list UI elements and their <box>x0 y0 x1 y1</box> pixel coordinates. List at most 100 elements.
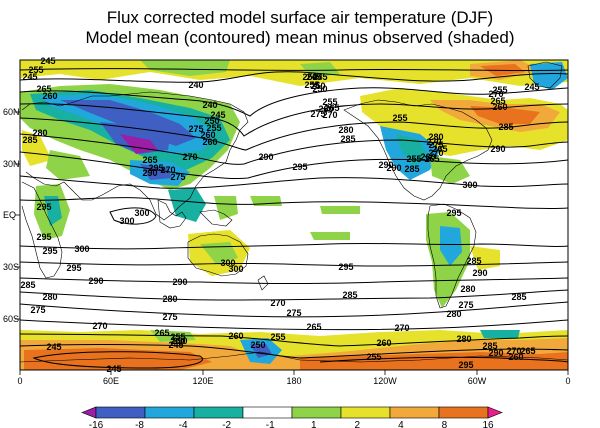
contour-value-label: 255 <box>28 65 43 75</box>
colorbar-swatch <box>193 406 244 419</box>
contour-value-label: 280 <box>446 309 461 319</box>
contour-value-label: 285 <box>466 256 481 266</box>
contour-value-label: 270 <box>182 152 197 162</box>
contour-value-label: 255 <box>492 85 507 95</box>
colorbar-swatch <box>81 406 97 419</box>
contour-value-label: 280 <box>338 125 353 135</box>
contour-value-label: 255 <box>392 113 407 123</box>
contour-value-label: 285 <box>511 292 526 302</box>
contour-value-label: 295 <box>338 262 353 272</box>
contour-value-label: 285 <box>22 135 37 145</box>
contour-value-label: 255 <box>170 332 185 342</box>
contour-value-label: 250 <box>302 72 317 82</box>
colorbar-label: -2 <box>222 420 231 428</box>
contour-value-label: 265 <box>520 346 535 356</box>
contour-value-label: 280 <box>162 294 177 304</box>
contour-value-label: 300 <box>134 208 149 218</box>
contour-value-label: 255 <box>366 352 381 362</box>
contour-value-label: 245 <box>46 342 61 352</box>
contour-value-label: 260 <box>170 336 185 346</box>
contour-value-label: 275 <box>286 308 301 318</box>
contour-value-label: 275 <box>162 312 177 322</box>
contour-value-label: 265 <box>490 96 505 106</box>
colorbar-swatch <box>438 406 489 419</box>
contour-value-label: 295 <box>36 232 51 242</box>
y-tick-label: 60S <box>3 314 19 324</box>
contour-value-label: 265 <box>432 144 447 154</box>
contour-value-label: 290 <box>490 144 505 154</box>
contour-value-label: 280 <box>32 128 47 138</box>
contour-value-label: 250 <box>310 81 325 91</box>
colorbar-label: 1 <box>311 420 317 428</box>
contour-value-label: 245 <box>210 110 225 120</box>
colorbar-swatch <box>144 406 195 419</box>
contour-value-label: 290 <box>386 163 401 173</box>
contour-value-label: 255 <box>322 97 337 107</box>
contour-value-label: 280 <box>42 292 57 302</box>
contour-value-label: 290 <box>172 277 187 287</box>
colorbar-label: 2 <box>355 420 361 428</box>
contour-value-label: 300 <box>74 244 89 254</box>
contour-value-label: 270 <box>394 323 409 333</box>
contour-value-label: 270 <box>270 298 285 308</box>
contour-value-label: 300 <box>228 264 243 274</box>
contour-value-label: 285 <box>404 164 419 174</box>
colorbar-label: 8 <box>442 420 448 428</box>
contour-value-label: 300 <box>462 180 477 190</box>
contour-value-label: 280 <box>460 284 475 294</box>
contour-value-label: 240 <box>202 100 217 110</box>
contour-value-label: 245 <box>106 364 121 374</box>
colorbar-label: 4 <box>398 420 404 428</box>
contour-value-label: 275 <box>170 172 185 182</box>
contour-value-label: 275 <box>428 140 443 150</box>
x-tick-label: 0 <box>17 376 22 386</box>
contour-value-label: 285 <box>498 122 513 132</box>
contour-value-label: 290 <box>88 276 103 286</box>
contour-value-label: 270 <box>160 165 175 175</box>
contour-value-label: 265 <box>306 322 321 332</box>
contour-value-label: 295 <box>446 208 461 218</box>
contour-value-label: 255 <box>406 154 421 164</box>
contour-value-label: 290 <box>472 268 487 278</box>
contour-value-label: 295 <box>292 162 307 172</box>
contour-value-label: 275 <box>458 300 473 310</box>
x-tick-label: 60W <box>468 376 487 386</box>
x-axis-ticks <box>19 370 569 375</box>
colorbar-swatch <box>291 406 342 419</box>
contour-value-label: 250 <box>172 336 187 346</box>
contour-value-label: 260 <box>228 331 243 341</box>
contour-value-label: 280 <box>456 334 471 344</box>
contour-value-label: 295 <box>42 246 57 256</box>
contour-value-label: 300 <box>119 216 134 226</box>
contour-value-label: 265 <box>142 155 157 165</box>
x-tick-label: 120W <box>373 376 397 386</box>
temperature-contours <box>20 68 568 369</box>
contour-value-label: 295 <box>36 202 51 212</box>
contour-value-label: 255 <box>206 123 221 133</box>
colorbar-label: 16 <box>482 420 494 428</box>
colorbar-swatch <box>242 406 293 419</box>
contour-value-label: 290 <box>142 168 157 178</box>
contour-value-label: 285 <box>340 134 355 144</box>
shaded-anomaly-layer <box>20 60 568 370</box>
contour-value-label: 245 <box>306 72 321 82</box>
contour-value-label: 290 <box>378 160 393 170</box>
contour-value-label: 260 <box>492 102 507 112</box>
contour-value-label: 260 <box>420 152 435 162</box>
contour-value-label: 265 <box>424 154 439 164</box>
contour-value-label: 285 <box>20 280 35 290</box>
x-tick-label: 120E <box>192 376 213 386</box>
contour-value-label: 270 <box>92 321 107 331</box>
contour-value-label: 250 <box>312 84 327 94</box>
colorbar-label: -8 <box>135 420 144 428</box>
contour-value-label: 295 <box>66 263 81 273</box>
colorbar-label: -1 <box>266 420 275 428</box>
contour-value-label: 255 <box>270 332 285 342</box>
y-tick-label: 30S <box>3 262 19 272</box>
x-tick-label: 180 <box>286 376 301 386</box>
contour-value-label: 255 <box>304 80 319 90</box>
contour-value-label: 260 <box>42 91 57 101</box>
colorbar-label: -16 <box>89 420 104 428</box>
contour-value-label: 280 <box>428 132 443 142</box>
x-axis-labels: 0 60E 120E 180 120W 60W 0 <box>17 376 570 386</box>
